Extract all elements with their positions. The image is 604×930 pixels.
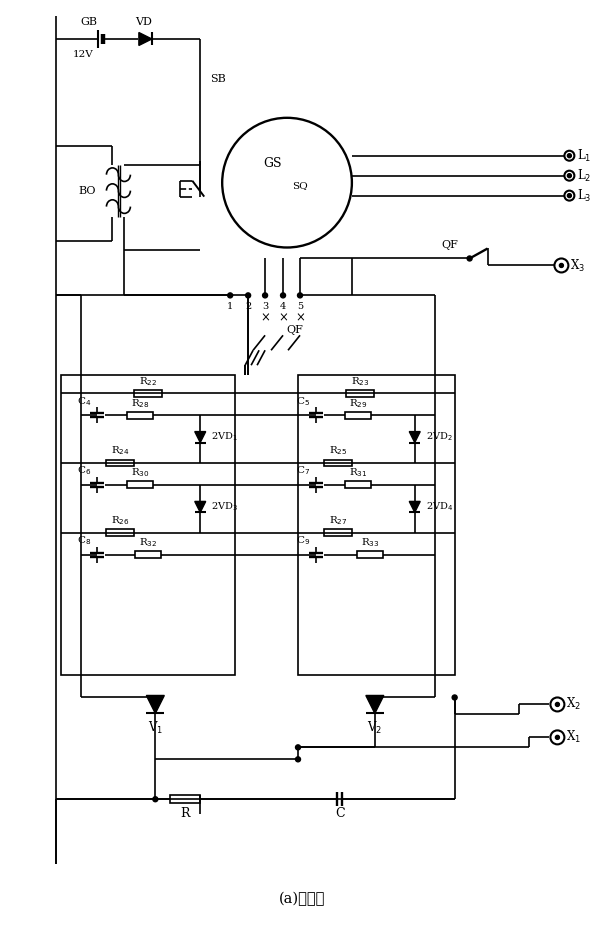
Circle shape <box>564 151 574 161</box>
Text: 2VD$_4$: 2VD$_4$ <box>426 500 453 513</box>
Text: 5: 5 <box>297 302 303 311</box>
Text: 4: 4 <box>280 302 286 311</box>
Text: R$_{25}$: R$_{25}$ <box>329 445 347 458</box>
Bar <box>357 551 383 558</box>
Text: R: R <box>181 806 190 819</box>
Bar <box>345 412 371 418</box>
Polygon shape <box>139 33 152 46</box>
Bar <box>345 482 371 488</box>
Text: R$_{31}$: R$_{31}$ <box>349 467 367 479</box>
Text: ×: × <box>260 312 270 325</box>
Text: L$_2$: L$_2$ <box>577 167 591 184</box>
Text: C$_8$: C$_8$ <box>77 535 92 547</box>
Circle shape <box>564 171 574 180</box>
Text: 1: 1 <box>227 302 233 311</box>
Circle shape <box>295 757 301 762</box>
Bar <box>106 529 134 537</box>
Bar <box>346 390 374 397</box>
Polygon shape <box>366 696 384 713</box>
Text: SB: SB <box>210 73 226 84</box>
Text: C$_4$: C$_4$ <box>77 394 92 407</box>
Text: SQ: SQ <box>292 181 308 190</box>
Text: R$_{22}$: R$_{22}$ <box>139 375 158 388</box>
Text: C: C <box>335 806 345 819</box>
Polygon shape <box>194 432 206 443</box>
Circle shape <box>452 695 457 700</box>
Text: 2VD$_1$: 2VD$_1$ <box>211 431 238 444</box>
Bar <box>170 795 201 804</box>
Circle shape <box>567 193 571 197</box>
Bar <box>60 375 235 674</box>
Text: QF: QF <box>286 326 303 336</box>
Text: R$_{30}$: R$_{30}$ <box>131 467 150 479</box>
Bar <box>298 375 455 674</box>
Circle shape <box>554 259 568 272</box>
Circle shape <box>559 263 564 268</box>
Text: L$_3$: L$_3$ <box>577 188 591 204</box>
Circle shape <box>467 256 472 261</box>
Text: 2: 2 <box>245 302 251 311</box>
Text: ×: × <box>278 312 288 325</box>
Circle shape <box>556 702 559 707</box>
Circle shape <box>295 745 301 750</box>
Bar <box>324 529 352 537</box>
Text: GS: GS <box>263 157 281 170</box>
Bar <box>324 459 352 467</box>
Text: BO: BO <box>78 186 95 195</box>
Bar <box>135 551 161 558</box>
Circle shape <box>564 191 574 201</box>
Polygon shape <box>194 501 206 512</box>
Text: QF: QF <box>442 240 458 249</box>
Circle shape <box>228 293 233 298</box>
Circle shape <box>222 118 352 247</box>
Text: R$_{24}$: R$_{24}$ <box>111 445 130 458</box>
Circle shape <box>550 698 564 711</box>
Circle shape <box>263 293 268 298</box>
Text: C$_5$: C$_5$ <box>296 394 310 407</box>
Polygon shape <box>410 432 420 443</box>
Text: V$_1$: V$_1$ <box>148 721 163 737</box>
Circle shape <box>298 293 303 298</box>
Circle shape <box>153 797 158 802</box>
Text: R$_{23}$: R$_{23}$ <box>350 375 369 388</box>
Text: X$_2$: X$_2$ <box>566 697 581 712</box>
Text: ×: × <box>295 312 305 325</box>
Text: C$_6$: C$_6$ <box>77 465 92 477</box>
Polygon shape <box>410 501 420 512</box>
Bar <box>134 390 162 397</box>
Text: R$_{28}$: R$_{28}$ <box>131 397 150 409</box>
Bar <box>127 412 153 418</box>
Text: (a)主电路: (a)主电路 <box>279 892 325 906</box>
Text: C$_9$: C$_9$ <box>296 535 310 547</box>
Text: 2VD$_3$: 2VD$_3$ <box>211 500 238 513</box>
Circle shape <box>280 293 286 298</box>
Circle shape <box>567 153 571 158</box>
Text: C$_7$: C$_7$ <box>296 465 310 477</box>
Text: R$_{27}$: R$_{27}$ <box>329 514 347 527</box>
Text: X$_1$: X$_1$ <box>566 729 581 746</box>
Text: R$_{33}$: R$_{33}$ <box>361 537 379 550</box>
Text: 3: 3 <box>262 302 268 311</box>
Text: R$_{29}$: R$_{29}$ <box>349 397 367 409</box>
Text: VD: VD <box>135 17 152 27</box>
Text: 12V: 12V <box>73 50 94 60</box>
Text: L$_1$: L$_1$ <box>577 148 591 164</box>
Bar <box>127 482 153 488</box>
Text: R$_{32}$: R$_{32}$ <box>139 537 158 550</box>
Text: 2VD$_2$: 2VD$_2$ <box>426 431 452 444</box>
Circle shape <box>556 736 559 739</box>
Polygon shape <box>146 696 164 713</box>
Text: R$_{26}$: R$_{26}$ <box>111 514 130 527</box>
Circle shape <box>567 174 571 178</box>
Circle shape <box>246 293 251 298</box>
Text: V$_2$: V$_2$ <box>367 721 382 737</box>
Text: X$_3$: X$_3$ <box>570 258 585 273</box>
Bar <box>106 459 134 467</box>
Circle shape <box>550 730 564 744</box>
Text: GB: GB <box>80 17 97 27</box>
